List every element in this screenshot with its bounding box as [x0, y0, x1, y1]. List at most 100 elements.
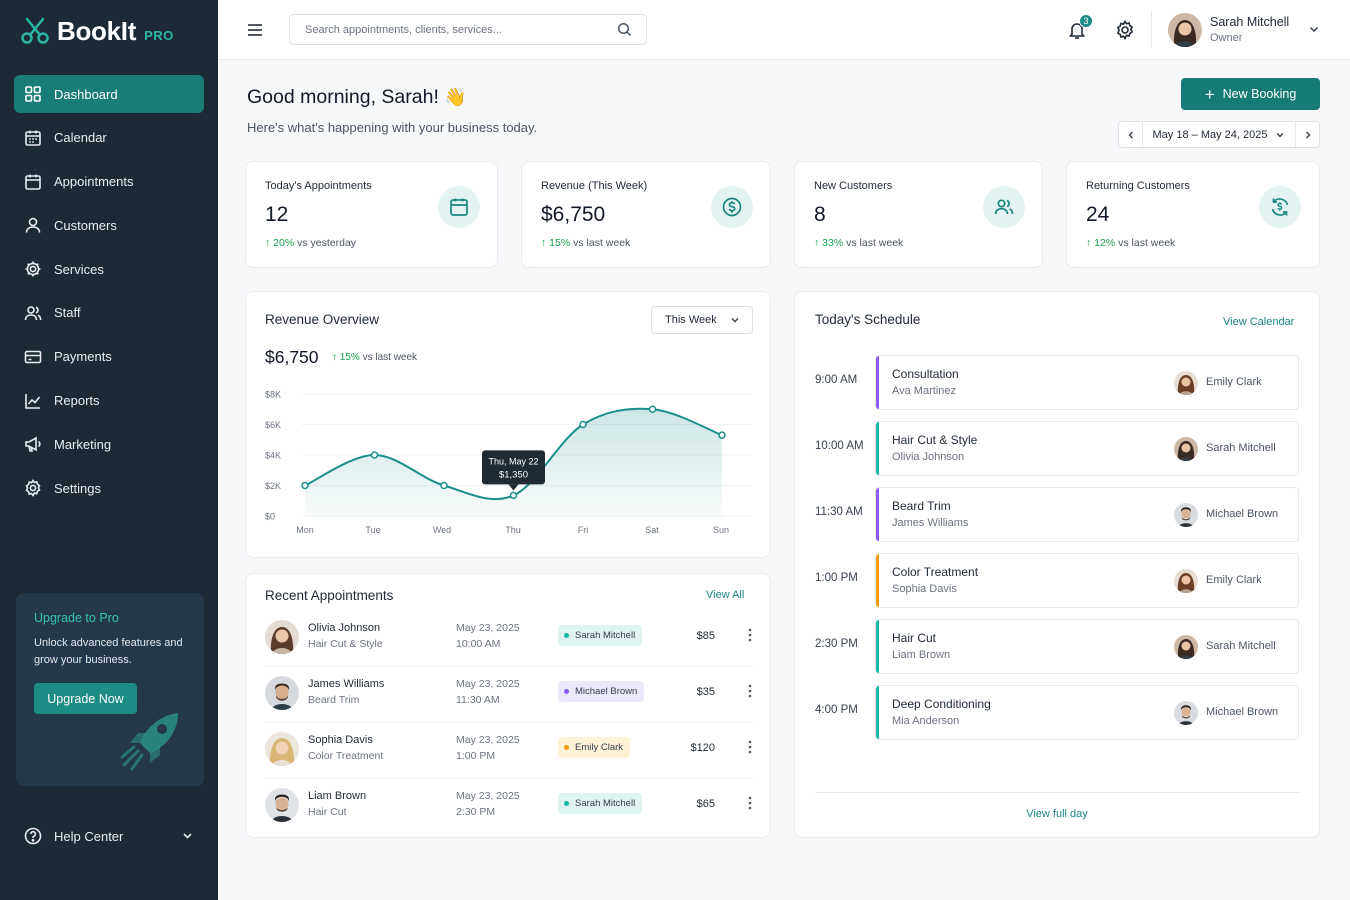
stat-card-appointments[interactable]: Today's Appointments 12 ↑ 20% vs yesterd…: [245, 161, 498, 268]
schedule-card[interactable]: Consultation Ava Martinez Emily Clark: [875, 355, 1299, 410]
avatar: [265, 788, 299, 822]
table-row[interactable]: Olivia Johnson Hair Cut & Style May 23, …: [265, 611, 754, 667]
scissors-logo-icon: [21, 17, 49, 44]
schedule-card[interactable]: Beard Trim James Williams Michael Brown: [875, 487, 1299, 542]
avatar: [265, 620, 299, 654]
stat-card-revenue[interactable]: Revenue (This Week) $6,750 ↑ 15% vs last…: [521, 161, 771, 268]
data-point: [301, 481, 309, 490]
sidebar-item-staff[interactable]: Staff: [14, 294, 204, 332]
schedule-time: 1:00 PM: [815, 572, 858, 584]
megaphone-icon: [24, 435, 42, 453]
chevron-down-icon: [183, 833, 192, 839]
stat-card-returning-customers[interactable]: Returning Customers 24 ↑ 12% vs last wee…: [1066, 161, 1320, 268]
search-input[interactable]: [289, 14, 647, 45]
appt-price: $65: [696, 798, 715, 810]
y-tick-label: $6K: [265, 420, 281, 430]
sidebar-item-calendar[interactable]: Calendar: [14, 119, 204, 157]
schedule-card[interactable]: Hair Cut & Style Olivia Johnson Sarah Mi…: [875, 421, 1299, 476]
data-point: [440, 481, 448, 490]
sidebar-item-payments[interactable]: Payments: [14, 338, 204, 376]
stat-delta: ↑ 12% vs last week: [1086, 237, 1176, 249]
card-icon: [24, 348, 42, 366]
appt-date: May 23, 2025: [456, 790, 520, 802]
schedule-item[interactable]: 1:00 PM Color Treatment Sophia Davis Emi…: [815, 553, 1299, 608]
schedule-service: Consultation: [892, 367, 959, 381]
range-select[interactable]: This Week: [651, 306, 753, 334]
schedule-card[interactable]: Color Treatment Sophia Davis Emily Clark: [875, 553, 1299, 608]
sidebar-item-reports[interactable]: Reports: [14, 382, 204, 420]
schedule-client: Mia Anderson: [892, 715, 960, 727]
schedule-item[interactable]: 11:30 AM Beard Trim James Williams Micha…: [815, 487, 1299, 542]
sidebar-item-dashboard[interactable]: Dashboard: [14, 75, 204, 113]
sidebar-item-settings[interactable]: Settings: [14, 469, 204, 507]
table-row[interactable]: Sophia Davis Color Treatment May 23, 202…: [265, 723, 754, 779]
schedule-item[interactable]: 4:00 PM Deep Conditioning Mia Anderson M…: [815, 685, 1299, 740]
stat-value: 24: [1086, 203, 1110, 226]
sidebar-item-label: Reports: [54, 393, 100, 409]
table-row[interactable]: James Williams Beard Trim May 23, 2025 1…: [265, 667, 754, 723]
schedule-staff: Michael Brown: [1206, 706, 1279, 718]
page-title: Good morning, Sarah! 👋: [247, 86, 467, 109]
more-vertical-icon[interactable]: [743, 627, 757, 643]
avatar: [1174, 437, 1198, 461]
sidebar-item-customers[interactable]: Customers: [14, 206, 204, 244]
more-vertical-icon[interactable]: [743, 683, 757, 699]
stat-card-new-customers[interactable]: New Customers 8 ↑ 33% vs last week: [794, 161, 1043, 268]
arrow-up-icon: ↑: [332, 352, 337, 363]
schedule-client: James Williams: [892, 517, 969, 529]
schedule-title: Today's Schedule: [815, 312, 921, 327]
schedule-card[interactable]: Hair Cut Liam Brown Sarah Mitchell: [875, 619, 1299, 674]
sidebar-item-label: Marketing: [54, 436, 112, 452]
stat-label: Revenue (This Week): [541, 180, 648, 192]
gear-icon[interactable]: [1115, 20, 1135, 40]
sidebar-item-label: Dashboard: [54, 86, 118, 102]
schedule-service: Hair Cut: [892, 631, 937, 645]
sidebar-item-marketing[interactable]: Marketing: [14, 425, 204, 463]
search-icon[interactable]: [617, 22, 632, 37]
chevron-down-icon: [731, 318, 739, 323]
user-name[interactable]: Sarah Mitchell: [1210, 15, 1290, 29]
recent-appointments-card: Recent Appointments View All Olivia John…: [245, 573, 771, 838]
more-vertical-icon[interactable]: [743, 739, 757, 755]
stat-delta: ↑ 20% vs yesterday: [265, 237, 357, 249]
schedule-item[interactable]: 10:00 AM Hair Cut & Style Olivia Johnson…: [815, 421, 1299, 476]
schedule-service: Deep Conditioning: [892, 697, 991, 711]
help-center-label: Help Center: [54, 828, 124, 844]
schedule-item[interactable]: 2:30 PM Hair Cut Liam Brown Sarah Mitche…: [815, 619, 1299, 674]
chevron-left-icon[interactable]: [1119, 122, 1143, 147]
schedule-staff: Emily Clark: [1206, 574, 1262, 586]
table-row[interactable]: Liam Brown Hair Cut May 23, 2025 2:30 PM…: [265, 779, 754, 835]
greeting-text: Good morning, Sarah!: [247, 86, 439, 108]
schedule-card[interactable]: Deep Conditioning Mia Anderson Michael B…: [875, 685, 1299, 740]
avatar[interactable]: [1168, 13, 1202, 47]
staff-badge: Emily Clark: [558, 737, 631, 758]
y-tick-label: $8K: [265, 390, 281, 400]
chevron-down-icon[interactable]: [1308, 23, 1320, 35]
revenue-title: Revenue Overview: [265, 312, 380, 327]
range-select-value: This Week: [665, 314, 717, 326]
new-booking-button[interactable]: + New Booking: [1181, 78, 1320, 110]
sidebar-item-services[interactable]: Services: [14, 250, 204, 288]
sidebar-item-appointments[interactable]: Appointments: [14, 163, 204, 201]
sidebar-item-label: Services: [54, 261, 104, 277]
view-calendar-link[interactable]: View Calendar: [1223, 316, 1295, 328]
date-range-select[interactable]: May 18 – May 24, 2025: [1143, 129, 1295, 141]
more-vertical-icon[interactable]: [743, 795, 757, 811]
arrow-up-icon: ↑: [1086, 237, 1092, 249]
app-logo[interactable]: BookIt PRO: [20, 14, 174, 48]
upgrade-button[interactable]: Upgrade Now: [34, 683, 137, 714]
avatar: [1174, 635, 1198, 659]
data-point: [648, 405, 657, 413]
chevron-right-icon[interactable]: [1295, 122, 1319, 147]
help-circle-icon: [24, 827, 42, 845]
view-full-day-link[interactable]: View full day: [1026, 808, 1088, 820]
view-all-link[interactable]: View All: [706, 589, 745, 601]
schedule-item[interactable]: 9:00 AM Consultation Ava Martinez Emily …: [815, 355, 1299, 410]
avatar: [1174, 371, 1198, 395]
sidebar-item-label: Staff: [54, 305, 81, 321]
help-center[interactable]: Help Center: [24, 826, 194, 846]
staff-badge: Sarah Mitchell: [558, 793, 643, 814]
appt-price: $85: [696, 630, 715, 642]
menu-icon[interactable]: [246, 21, 264, 39]
x-tick-label: Thu: [505, 525, 521, 535]
